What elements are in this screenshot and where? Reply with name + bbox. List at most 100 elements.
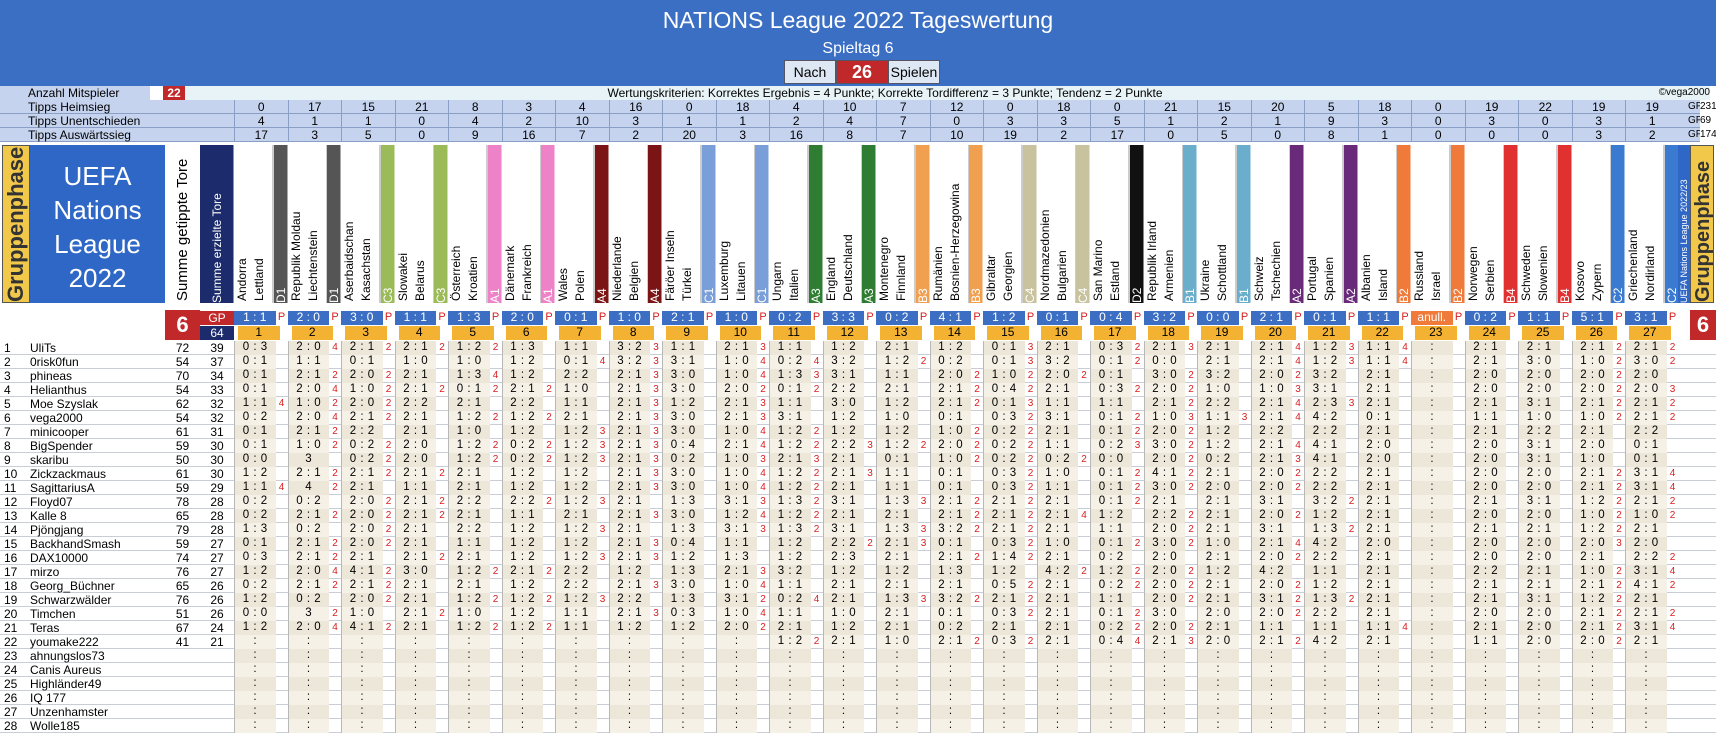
tip-score: 1 : 0 [876,635,918,649]
tip-points: 2 [1134,384,1141,395]
tip-points: 2 [1616,496,1622,507]
player-scored [200,691,234,705]
tip-score: 0 : 2 [287,593,329,607]
tip-score: 2 : 1 [1625,635,1667,649]
tipp-count: 9 [1304,114,1358,128]
tip-score: : [555,719,597,733]
tip-score: 0 : 2 [501,453,543,467]
tip-score: : [1464,677,1506,691]
tip-score: 0 : 1 [1090,369,1132,383]
tip-score: 2 : 1 [1357,467,1399,481]
tipp-count: 7 [876,128,930,142]
tip-points: 3 [599,496,606,507]
tip-score: : [608,663,650,677]
tip-score: 2 : 0 [1197,481,1239,495]
tip-score: : [287,649,329,663]
player-name: UliTs [30,341,56,355]
match-number: 12 [826,326,868,340]
tip-score: 1 : 0 [448,425,490,439]
tipp-count: 3 [1571,128,1626,142]
tipp-count: 10 [555,114,609,128]
tip-points: 2 [385,468,392,479]
tip-score: : [608,719,650,733]
tip-score: : [1304,663,1346,677]
tip-score: 2 : 2 [555,369,597,383]
tipp-count: 0 [1090,100,1144,114]
tip-score: 2 : 1 [983,509,1025,523]
tip-score: 0 : 0 [1090,453,1132,467]
tipp-count: 1 [1143,114,1198,128]
tipp-count: 9 [448,128,502,142]
tip-score: 2 : 1 [1197,579,1239,593]
tip-score: : [1197,677,1239,691]
tip-score: 1 : 3 [662,593,704,607]
tip-score: 2 : 0 [1250,509,1292,523]
match-teams: Russland Israel [1411,145,1451,303]
tip-score: : [1518,649,1560,663]
tip-score: : [1411,397,1453,411]
tip-score: 1 : 2 [983,565,1025,579]
tip-points: 4 [492,370,499,381]
tip-points: 2 [492,454,499,465]
tip-score: 2 : 1 [1571,397,1613,411]
tip-score: 2 : 1 [1250,635,1292,649]
player-tipped [165,691,200,705]
tip-score: 0 : 2 [983,439,1025,453]
match-teams: Griechenland Nordirland [1625,145,1665,303]
tip-score: 2 : 0 [1143,425,1185,439]
tip-points: 4 [760,370,766,381]
tipp-count: 1 [1250,114,1305,128]
tip-score: 1 : 0 [715,579,757,593]
tip-score: : [555,635,597,649]
tipp-count: 18 [1357,100,1412,114]
tip-score: : [448,705,490,719]
tip-points: 2 [332,398,338,409]
tip-score: 1 : 0 [715,355,757,369]
tip-points: 2 [439,342,445,353]
player-tipped: 61 [175,425,190,439]
tip-score: 1 : 2 [501,621,543,635]
match-result: 0 : 2 [769,311,811,325]
tip-points: 2 [1295,594,1301,605]
tip-score: : [394,635,436,649]
match-result: 3 : 3 [822,311,864,325]
tip-points: 2 [813,524,820,535]
tip-score: 2 : 0 [1571,369,1613,383]
tip-score: : [501,691,543,705]
tip-points: 2 [1027,370,1034,381]
tip-score: 2 : 1 [608,397,650,411]
tip-points: 2 [1669,356,1676,367]
tip-score: 2 : 1 [1357,425,1399,439]
tip-points: 2 [813,496,820,507]
tip-score: 1 : 2 [501,593,543,607]
group-label: B2 [1450,145,1465,303]
tip-score: 2 : 1 [1464,397,1506,411]
group-phase-right: Gruppenphase [1690,145,1714,303]
tip-score: 2 : 1 [1036,635,1078,649]
tip-score: 2 : 1 [822,579,864,593]
tip-score: : [769,705,811,719]
tip-score: 2 : 1 [1250,355,1292,369]
tip-score: 2 : 1 [555,411,597,425]
tip-points: 2 [1669,608,1676,619]
tip-points: 2 [1134,468,1141,479]
tip-score: 1 : 1 [287,355,329,369]
tip-score: 0 : 1 [929,411,971,425]
tip-score: 1 : 2 [234,565,276,579]
tip-score: 3 : 0 [1143,369,1185,383]
match-number: 3 [345,326,387,340]
tip-score: 0 : 3 [983,411,1025,425]
tip-score: 1 : 0 [1036,537,1078,551]
tip-score: 2 : 2 [822,383,864,397]
tip-score: 1 : 2 [769,509,811,523]
tip-score: : [929,705,971,719]
points-flag: P [543,311,555,325]
tip-score: : [929,649,971,663]
tip-score: 2 : 1 [983,495,1025,509]
match-teams: Republik Irland Armenien [1143,145,1183,303]
tip-score: : [769,691,811,705]
tip-score: 1 : 2 [555,523,597,537]
tip-points: 3 [1188,342,1194,353]
tip-score: : [394,677,436,691]
tip-score: 1 : 3 [876,593,918,607]
